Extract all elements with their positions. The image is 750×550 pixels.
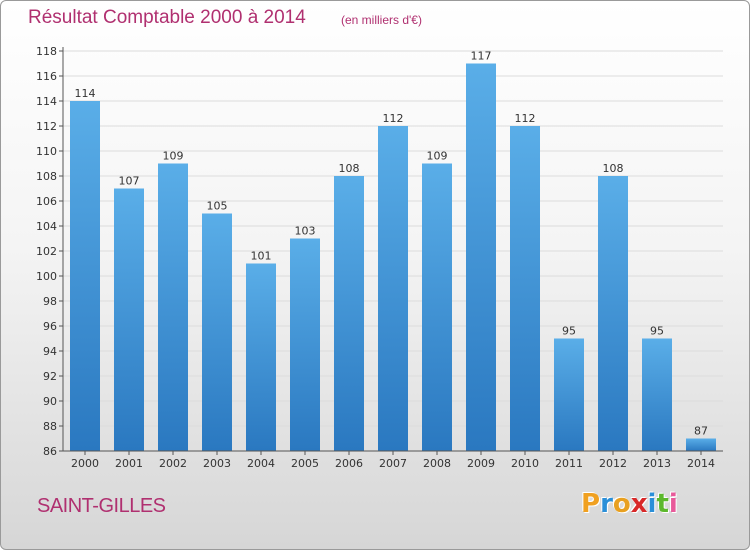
bar [202, 213, 232, 451]
bar [246, 263, 276, 451]
y-tick-label: 102 [36, 245, 57, 258]
x-tick-label: 2009 [467, 457, 495, 470]
bar [422, 163, 452, 451]
x-tick-label: 2007 [379, 457, 407, 470]
y-tick-label: 114 [36, 95, 57, 108]
x-tick-label: 2012 [599, 457, 627, 470]
bar [598, 176, 628, 451]
data-label: 107 [119, 175, 140, 188]
data-label: 109 [163, 150, 184, 163]
logo-letter: r [600, 489, 613, 519]
x-tick-label: 2011 [555, 457, 583, 470]
x-tick-label: 2000 [71, 457, 99, 470]
x-tick-label: 2005 [291, 457, 319, 470]
data-label: 101 [251, 250, 272, 263]
data-label: 87 [694, 425, 708, 438]
y-tick-label: 92 [43, 370, 57, 383]
bar [334, 176, 364, 451]
labels: 86 88 90 92 94 96 98 100 102 104 106 108 110 112 114 11… [36, 45, 715, 470]
logo-letter: t [656, 489, 669, 519]
y-tick-label: 94 [43, 345, 57, 358]
x-tick-label: 2010 [511, 457, 539, 470]
data-label: 117 [471, 50, 492, 63]
logo-letter: x [630, 489, 648, 519]
y-tick-label: 118 [36, 45, 57, 58]
logo-letter: i [668, 489, 678, 519]
y-tick-label: 96 [43, 320, 57, 333]
y-tick-label: 100 [36, 270, 57, 283]
bar [70, 101, 100, 451]
data-label: 95 [562, 325, 576, 338]
y-tick-label: 110 [36, 145, 57, 158]
x-tick-label: 2014 [687, 457, 715, 470]
x-tick-label: 2004 [247, 457, 275, 470]
bars [70, 63, 716, 451]
data-label: 103 [295, 225, 316, 238]
logo-letter: o [612, 489, 631, 519]
bar [686, 438, 716, 451]
bar [554, 338, 584, 451]
y-tick-label: 90 [43, 395, 57, 408]
y-tick-label: 104 [36, 220, 57, 233]
commune-name: SAINT-GILLES [37, 495, 166, 517]
data-label: 105 [207, 200, 228, 213]
y-tick-label: 88 [43, 420, 57, 433]
bar [158, 163, 188, 451]
bar [114, 188, 144, 451]
chart-title: Résultat Comptable 2000 à 2014 [28, 7, 306, 28]
data-label: 114 [75, 87, 96, 100]
y-tick-label: 108 [36, 170, 57, 183]
x-tick-label: 2003 [203, 457, 231, 470]
y-tick-label: 106 [36, 195, 57, 208]
y-tick-label: 86 [43, 445, 57, 458]
x-tick-label: 2006 [335, 457, 363, 470]
logo-letter: i [647, 489, 657, 519]
bar [510, 126, 540, 451]
bar [290, 238, 320, 451]
data-label: 112 [383, 112, 404, 125]
data-label: 108 [339, 162, 360, 175]
axes [59, 47, 723, 455]
data-label: 108 [603, 162, 624, 175]
y-tick-label: 98 [43, 295, 57, 308]
x-tick-label: 2008 [423, 457, 451, 470]
data-label: 95 [650, 325, 664, 338]
bar [466, 63, 496, 451]
x-tick-label: 2013 [643, 457, 671, 470]
unit-note: (en milliers d'€) [341, 13, 422, 27]
logo-letter: P [581, 489, 601, 519]
bar [378, 126, 408, 451]
x-tick-label: 2001 [115, 457, 143, 470]
proxiti-logo: Proxiti [581, 489, 678, 519]
y-tick-label: 116 [36, 70, 57, 83]
x-tick-label: 2002 [159, 457, 187, 470]
y-tick-label: 112 [36, 120, 57, 133]
data-label: 112 [515, 112, 536, 125]
data-label: 109 [427, 150, 448, 163]
bar [642, 338, 672, 451]
